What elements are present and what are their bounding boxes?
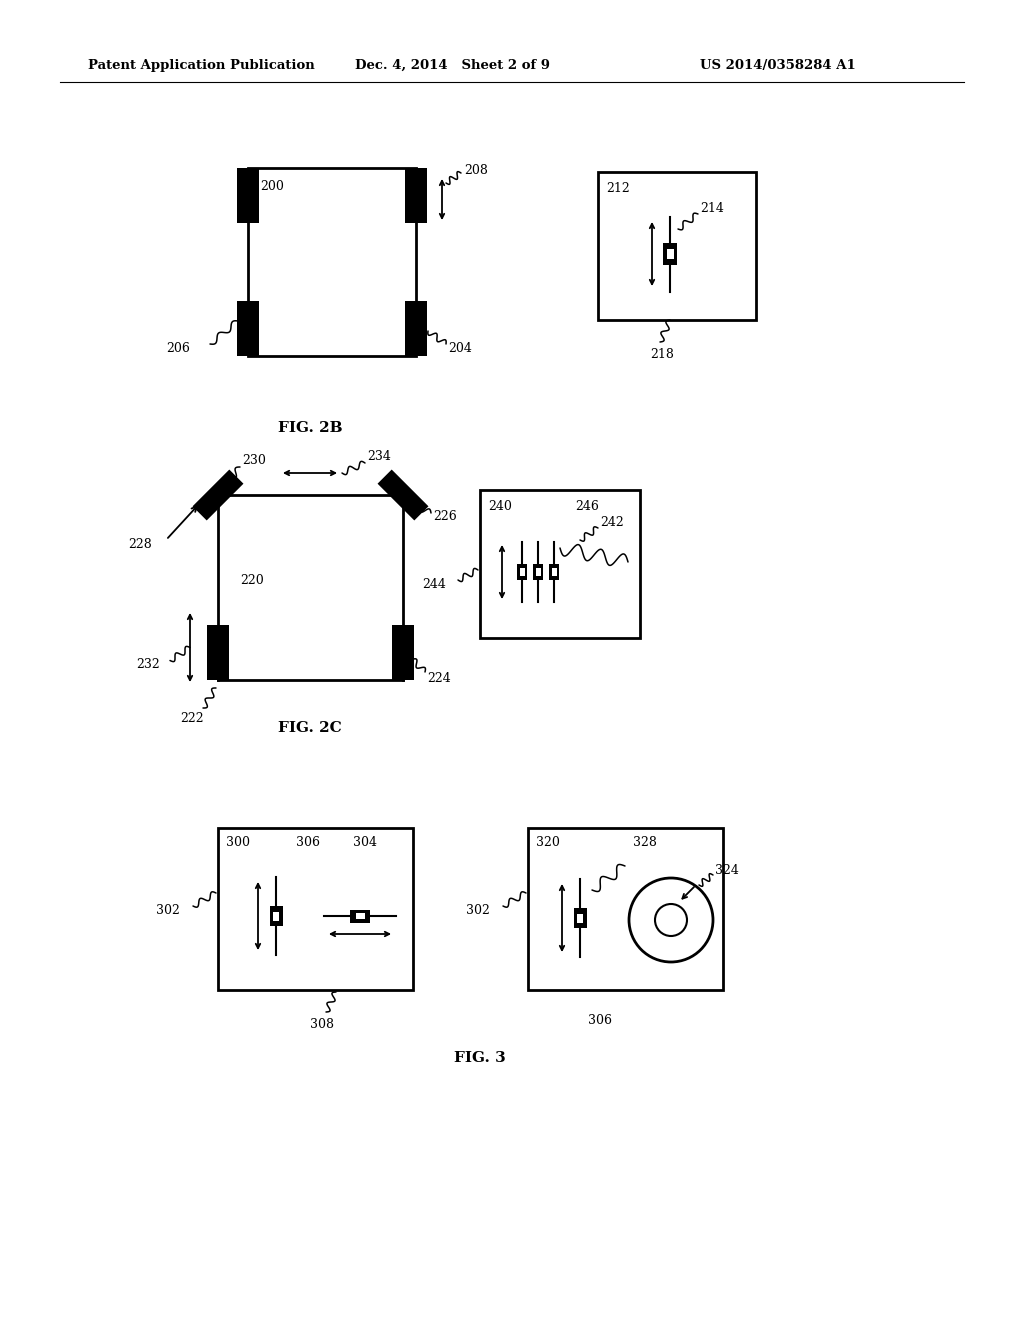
Bar	[355, 912, 365, 919]
Bar	[519, 569, 524, 576]
Bar	[218, 828, 413, 990]
Text: FIG. 3: FIG. 3	[454, 1051, 506, 1065]
Bar	[392, 624, 414, 680]
Text: 306: 306	[296, 837, 319, 850]
Bar	[269, 906, 283, 927]
Text: 212: 212	[606, 181, 630, 194]
Text: 230: 230	[242, 454, 266, 466]
Bar	[272, 912, 280, 920]
Bar	[534, 564, 543, 579]
Bar	[237, 301, 259, 356]
Text: Patent Application Publication: Patent Application Publication	[88, 58, 314, 71]
Text: 246: 246	[575, 499, 599, 512]
Bar	[663, 243, 677, 265]
Text: FIG. 2C: FIG. 2C	[279, 721, 342, 735]
Text: 204: 204	[449, 342, 472, 355]
Text: 242: 242	[600, 516, 624, 528]
Bar	[549, 564, 559, 579]
Text: 228: 228	[128, 539, 152, 552]
Bar	[406, 168, 427, 223]
Text: 214: 214	[700, 202, 724, 214]
Bar	[577, 913, 584, 923]
Bar	[528, 828, 723, 990]
Text: 302: 302	[466, 903, 489, 916]
Bar	[193, 470, 244, 520]
Bar	[350, 909, 370, 923]
Text: 218: 218	[650, 348, 674, 362]
Text: 232: 232	[136, 657, 160, 671]
Text: 226: 226	[433, 511, 457, 524]
Bar	[573, 908, 587, 928]
Text: 302: 302	[156, 903, 180, 916]
Text: Dec. 4, 2014   Sheet 2 of 9: Dec. 4, 2014 Sheet 2 of 9	[355, 58, 550, 71]
Text: 240: 240	[488, 499, 512, 512]
Text: 308: 308	[310, 1019, 334, 1031]
Text: 320: 320	[536, 837, 560, 850]
Text: 208: 208	[464, 164, 487, 177]
Bar	[378, 470, 428, 520]
Text: 200: 200	[260, 180, 284, 193]
Bar	[480, 490, 640, 638]
Text: 304: 304	[353, 837, 377, 850]
Text: 206: 206	[166, 342, 189, 355]
Text: 234: 234	[367, 450, 391, 463]
Text: 324: 324	[715, 863, 739, 876]
Bar	[207, 624, 229, 680]
Bar	[598, 172, 756, 319]
Bar	[406, 301, 427, 356]
Bar	[237, 168, 259, 223]
Text: 300: 300	[226, 837, 250, 850]
Text: 224: 224	[427, 672, 451, 685]
Bar	[517, 564, 527, 579]
Bar	[667, 249, 674, 259]
Text: 222: 222	[180, 711, 204, 725]
Text: 220: 220	[240, 573, 264, 586]
Text: US 2014/0358284 A1: US 2014/0358284 A1	[700, 58, 856, 71]
Text: 244: 244	[422, 578, 445, 590]
Bar	[552, 569, 556, 576]
Text: FIG. 2B: FIG. 2B	[278, 421, 342, 436]
Bar	[536, 569, 541, 576]
Text: 328: 328	[633, 837, 656, 850]
Text: 306: 306	[588, 1014, 612, 1027]
